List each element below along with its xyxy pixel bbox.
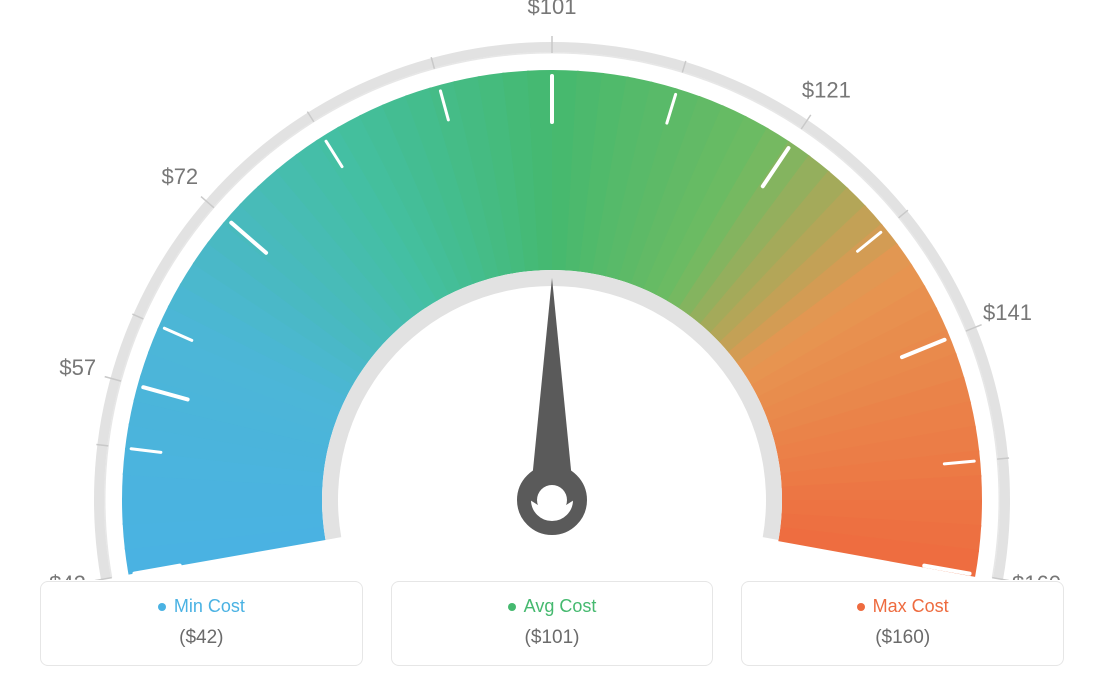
legend-min-text: Min Cost [174,596,245,617]
tick-label: $121 [802,77,851,102]
legend-avg-box: Avg Cost ($101) [391,581,714,666]
legend-max-box: Max Cost ($160) [741,581,1064,666]
tick-label: $42 [49,571,86,580]
tick-label: $141 [983,300,1032,325]
legend-avg-value: ($101) [392,627,713,649]
gauge-svg: $42 $57 $72 $101 $121 $141 $160 [0,0,1104,580]
tick-label: $72 [161,164,198,189]
tick-label: $101 [528,0,577,19]
dot-icon [857,603,865,611]
dot-icon [508,603,516,611]
tick-label: $57 [59,355,96,380]
legend: Min Cost ($42) Avg Cost ($101) Max Cost … [40,581,1064,666]
legend-max-value: ($160) [742,627,1063,649]
legend-min-box: Min Cost ($42) [40,581,363,666]
tick-label: $160 [1012,571,1061,580]
legend-max-text: Max Cost [873,596,949,617]
legend-min-value: ($42) [41,627,362,649]
cost-gauge: $42 $57 $72 $101 $121 $141 $160 [0,0,1104,580]
dot-icon [158,603,166,611]
legend-avg-label: Avg Cost [508,596,597,617]
legend-max-label: Max Cost [857,596,949,617]
legend-min-label: Min Cost [158,596,245,617]
legend-avg-text: Avg Cost [524,596,597,617]
